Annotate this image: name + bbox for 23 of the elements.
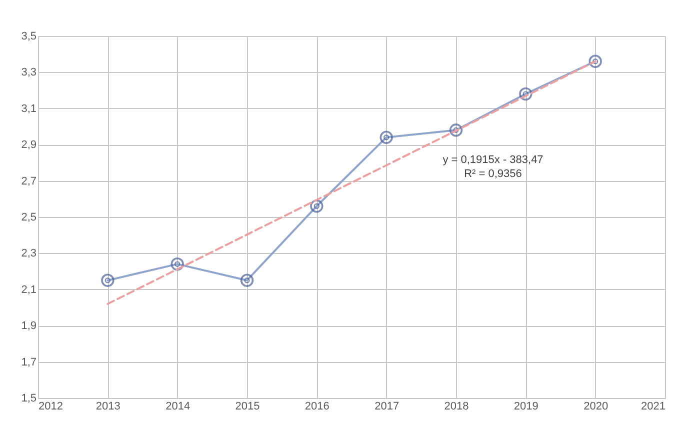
- y-tick-label: 2,5: [21, 212, 36, 224]
- y-tick-label: 2,1: [21, 284, 36, 296]
- y-tick-label: 1,5: [21, 392, 36, 404]
- y-tick-label: 3,1: [21, 102, 36, 115]
- y-tick-label: 2,3: [21, 248, 36, 260]
- x-tick-label: 2014: [166, 400, 190, 412]
- x-tick-label: 2013: [96, 400, 120, 412]
- annotation: y = 0,1915x - 383,47: [442, 154, 544, 166]
- x-tick-label: 2016: [304, 400, 330, 412]
- x-tick-label: 2017: [374, 400, 400, 412]
- x-tick-label: 2019: [514, 400, 538, 412]
- y-tick-label: 3,5: [21, 30, 36, 42]
- y-tick-label: 1,7: [21, 356, 36, 368]
- annotation: R² = 0,9356: [464, 168, 522, 180]
- y-tick-label: 2,7: [21, 175, 36, 188]
- x-tick-label: 2018: [444, 400, 469, 412]
- y-tick-label: 1,9: [21, 320, 36, 332]
- x-tick-label: 2021: [641, 400, 666, 412]
- y-tick-label: 2,9: [21, 139, 36, 152]
- y-tick-label: 3,3: [21, 66, 36, 79]
- x-tick-label: 2020: [584, 400, 608, 412]
- x-tick-label: 2015: [235, 400, 260, 412]
- x-tick-label: 2012: [38, 400, 63, 412]
